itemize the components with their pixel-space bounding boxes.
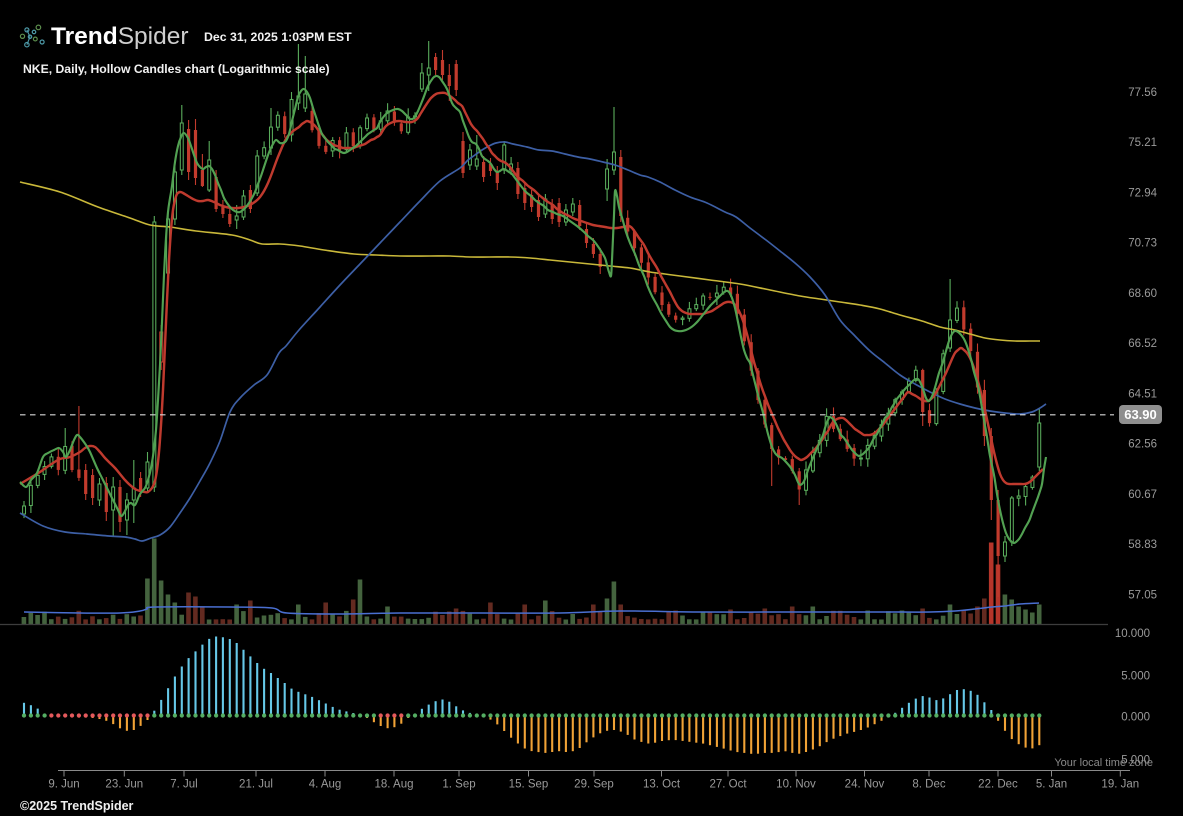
svg-text:57.05: 57.05 <box>1128 589 1157 601</box>
svg-text:18. Aug: 18. Aug <box>374 779 413 791</box>
svg-text:5.000: 5.000 <box>1121 755 1150 767</box>
svg-text:66.52: 66.52 <box>1128 338 1157 350</box>
svg-text:62.56: 62.56 <box>1128 439 1157 451</box>
svg-text:77.56: 77.56 <box>1128 87 1157 99</box>
svg-text:10.000: 10.000 <box>1115 628 1150 640</box>
svg-text:27. Oct: 27. Oct <box>709 779 747 791</box>
svg-text:75.21: 75.21 <box>1128 137 1157 149</box>
svg-text:5. Jan: 5. Jan <box>1036 779 1067 791</box>
svg-text:64.51: 64.51 <box>1128 388 1157 400</box>
svg-text:7. Jul: 7. Jul <box>170 779 198 791</box>
svg-text:10. Nov: 10. Nov <box>776 779 816 791</box>
svg-text:21. Jul: 21. Jul <box>239 779 273 791</box>
svg-text:TrendSpider: TrendSpider <box>51 23 189 50</box>
svg-text:5.000: 5.000 <box>1121 671 1150 683</box>
svg-text:1. Sep: 1. Sep <box>442 779 475 791</box>
svg-text:8. Dec: 8. Dec <box>912 779 945 791</box>
svg-text:22. Dec: 22. Dec <box>978 779 1018 791</box>
svg-text:9. Jun: 9. Jun <box>48 779 79 791</box>
svg-text:60.67: 60.67 <box>1128 489 1157 501</box>
svg-text:23. Jun: 23. Jun <box>105 779 143 791</box>
svg-text:24. Nov: 24. Nov <box>845 779 885 791</box>
svg-text:13. Oct: 13. Oct <box>643 779 681 791</box>
svg-text:19. Jan: 19. Jan <box>1101 779 1139 791</box>
svg-text:58.83: 58.83 <box>1128 539 1157 551</box>
svg-text:68.60: 68.60 <box>1128 288 1157 300</box>
svg-text:4. Aug: 4. Aug <box>309 779 342 791</box>
svg-text:63.90: 63.90 <box>1124 407 1157 422</box>
svg-text:NKE, Daily, Hollow Candles cha: NKE, Daily, Hollow Candles chart (Logari… <box>23 62 330 76</box>
svg-text:29. Sep: 29. Sep <box>574 779 614 791</box>
svg-text:72.94: 72.94 <box>1128 187 1157 199</box>
svg-text:70.73: 70.73 <box>1128 238 1157 250</box>
svg-text:0.000: 0.000 <box>1121 712 1150 724</box>
svg-text:Dec 31, 2025 1:03PM EST: Dec 31, 2025 1:03PM EST <box>204 30 352 44</box>
svg-text:©2025 TrendSpider: ©2025 TrendSpider <box>20 799 134 813</box>
svg-text:Your local time zone: Your local time zone <box>1054 757 1153 769</box>
svg-text:15. Sep: 15. Sep <box>509 779 549 791</box>
